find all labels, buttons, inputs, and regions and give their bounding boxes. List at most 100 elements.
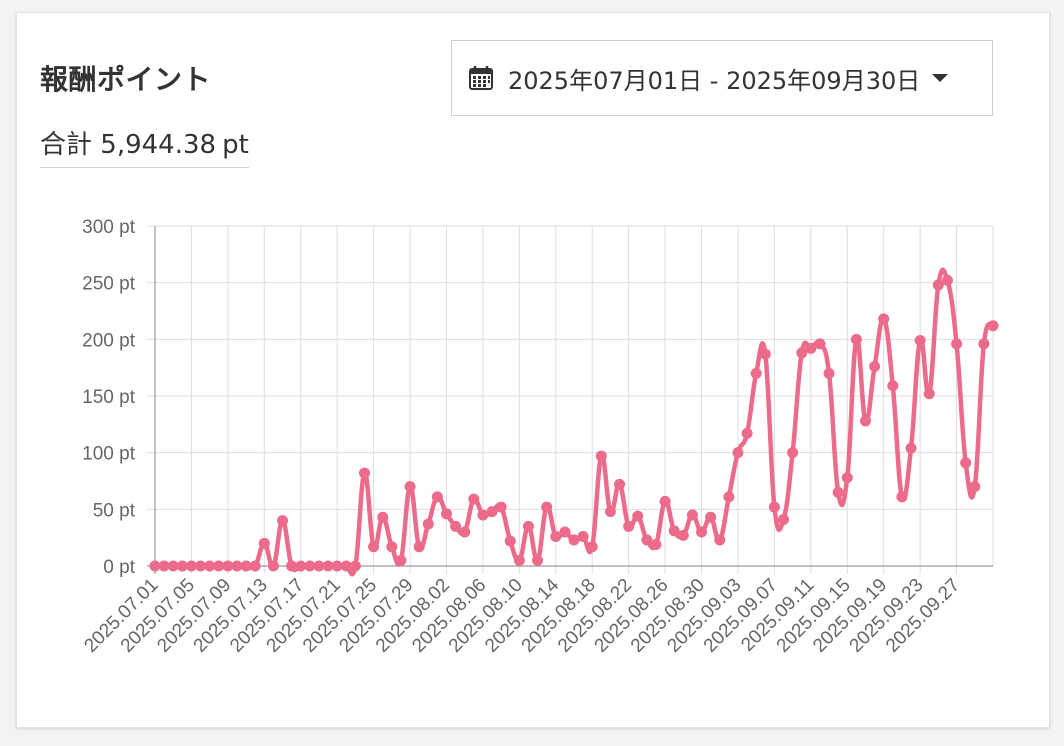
data-point: [796, 347, 808, 359]
data-point: [532, 554, 544, 566]
data-point: [295, 560, 307, 572]
data-point: [468, 493, 480, 505]
data-point: [978, 338, 990, 350]
data-point: [413, 541, 425, 553]
data-point: [568, 534, 580, 546]
data-point: [659, 495, 671, 507]
y-axis-ticks: 0 pt 50 pt 100 pt 150 pt 200 pt 250 pt 300 pt: [82, 217, 136, 578]
data-point: [386, 541, 398, 553]
data-point: [185, 560, 197, 572]
data-point: [641, 534, 653, 546]
data-point: [768, 501, 780, 513]
data-point: [559, 526, 571, 538]
y-tick-label: 0 pt: [103, 557, 135, 578]
data-point: [850, 333, 862, 345]
data-point: [322, 560, 334, 572]
data-point: [732, 447, 744, 459]
data-point: [923, 388, 935, 400]
y-tick-label: 250 pt: [82, 274, 136, 295]
data-point: [431, 491, 443, 503]
y-tick-label: 50 pt: [93, 500, 136, 521]
data-point: [914, 334, 926, 346]
data-point: [632, 510, 644, 522]
data-point: [604, 506, 616, 518]
data-point: [377, 511, 389, 523]
data-point: [787, 447, 799, 459]
data-point: [459, 526, 471, 538]
data-point: [313, 560, 325, 572]
total-unit: pt: [222, 130, 249, 160]
data-point: [267, 560, 279, 572]
data-point: [677, 529, 689, 541]
chart-grid: [147, 225, 994, 574]
data-point: [149, 560, 161, 572]
data-point: [404, 481, 416, 493]
data-point: [513, 554, 525, 566]
data-point: [240, 560, 252, 572]
data-point: [522, 520, 534, 532]
data-point: [541, 501, 553, 513]
data-point: [450, 520, 462, 532]
data-point: [304, 560, 316, 572]
data-point: [176, 560, 188, 572]
y-tick-label: 100 pt: [82, 444, 136, 465]
data-point: [951, 338, 963, 350]
data-point: [614, 478, 626, 490]
data-point: [878, 313, 890, 325]
data-point: [340, 560, 352, 572]
data-point: [668, 525, 680, 537]
data-point: [249, 560, 261, 572]
data-point: [440, 508, 452, 520]
y-tick-label: 300 pt: [82, 217, 136, 238]
data-point: [286, 560, 298, 572]
calendar-icon: [469, 66, 493, 90]
card-title: 報酬ポイント: [40, 63, 212, 96]
date-range-text: 2025年07月01日 - 2025年09月30日: [508, 66, 921, 95]
data-point: [941, 274, 953, 286]
data-point: [623, 520, 635, 532]
data-point: [477, 509, 489, 521]
date-range-picker[interactable]: 2025年07月01日 - 2025年09月30日: [451, 40, 993, 116]
data-point: [577, 531, 589, 543]
data-point: [896, 491, 908, 503]
data-point: [586, 541, 598, 553]
total-points: 合計 5,944.38 pt: [40, 124, 249, 168]
total-label: 合計: [40, 130, 93, 160]
total-value: 5,944.38: [100, 130, 217, 160]
data-point: [696, 526, 708, 538]
data-point: [158, 560, 170, 572]
data-point: [869, 361, 881, 373]
data-point: [741, 427, 753, 439]
data-point: [686, 509, 698, 521]
data-point: [759, 348, 771, 360]
data-point: [832, 486, 844, 498]
y-tick-label: 150 pt: [82, 387, 136, 408]
data-point: [331, 560, 343, 572]
data-point: [395, 554, 407, 566]
data-point: [887, 380, 899, 392]
data-point: [504, 535, 516, 547]
data-point: [960, 457, 972, 469]
series-points: [149, 274, 999, 572]
data-point: [359, 467, 370, 479]
data-point: [932, 279, 944, 291]
data-point: [750, 367, 762, 379]
data-point: [905, 442, 917, 454]
data-point: [705, 511, 717, 523]
data-point: [595, 450, 607, 462]
data-point: [650, 538, 662, 550]
data-point: [204, 560, 216, 572]
data-point: [231, 560, 243, 572]
data-point: [987, 320, 999, 332]
data-point: [349, 560, 361, 572]
chart-axes: [147, 226, 993, 574]
data-point: [486, 506, 498, 518]
data-point: [841, 472, 853, 484]
data-point: [723, 491, 735, 503]
data-point: [550, 531, 562, 543]
y-tick-label: 200 pt: [82, 330, 136, 351]
data-point: [823, 367, 835, 379]
data-point: [368, 541, 380, 553]
caret-down-icon: [932, 74, 949, 82]
